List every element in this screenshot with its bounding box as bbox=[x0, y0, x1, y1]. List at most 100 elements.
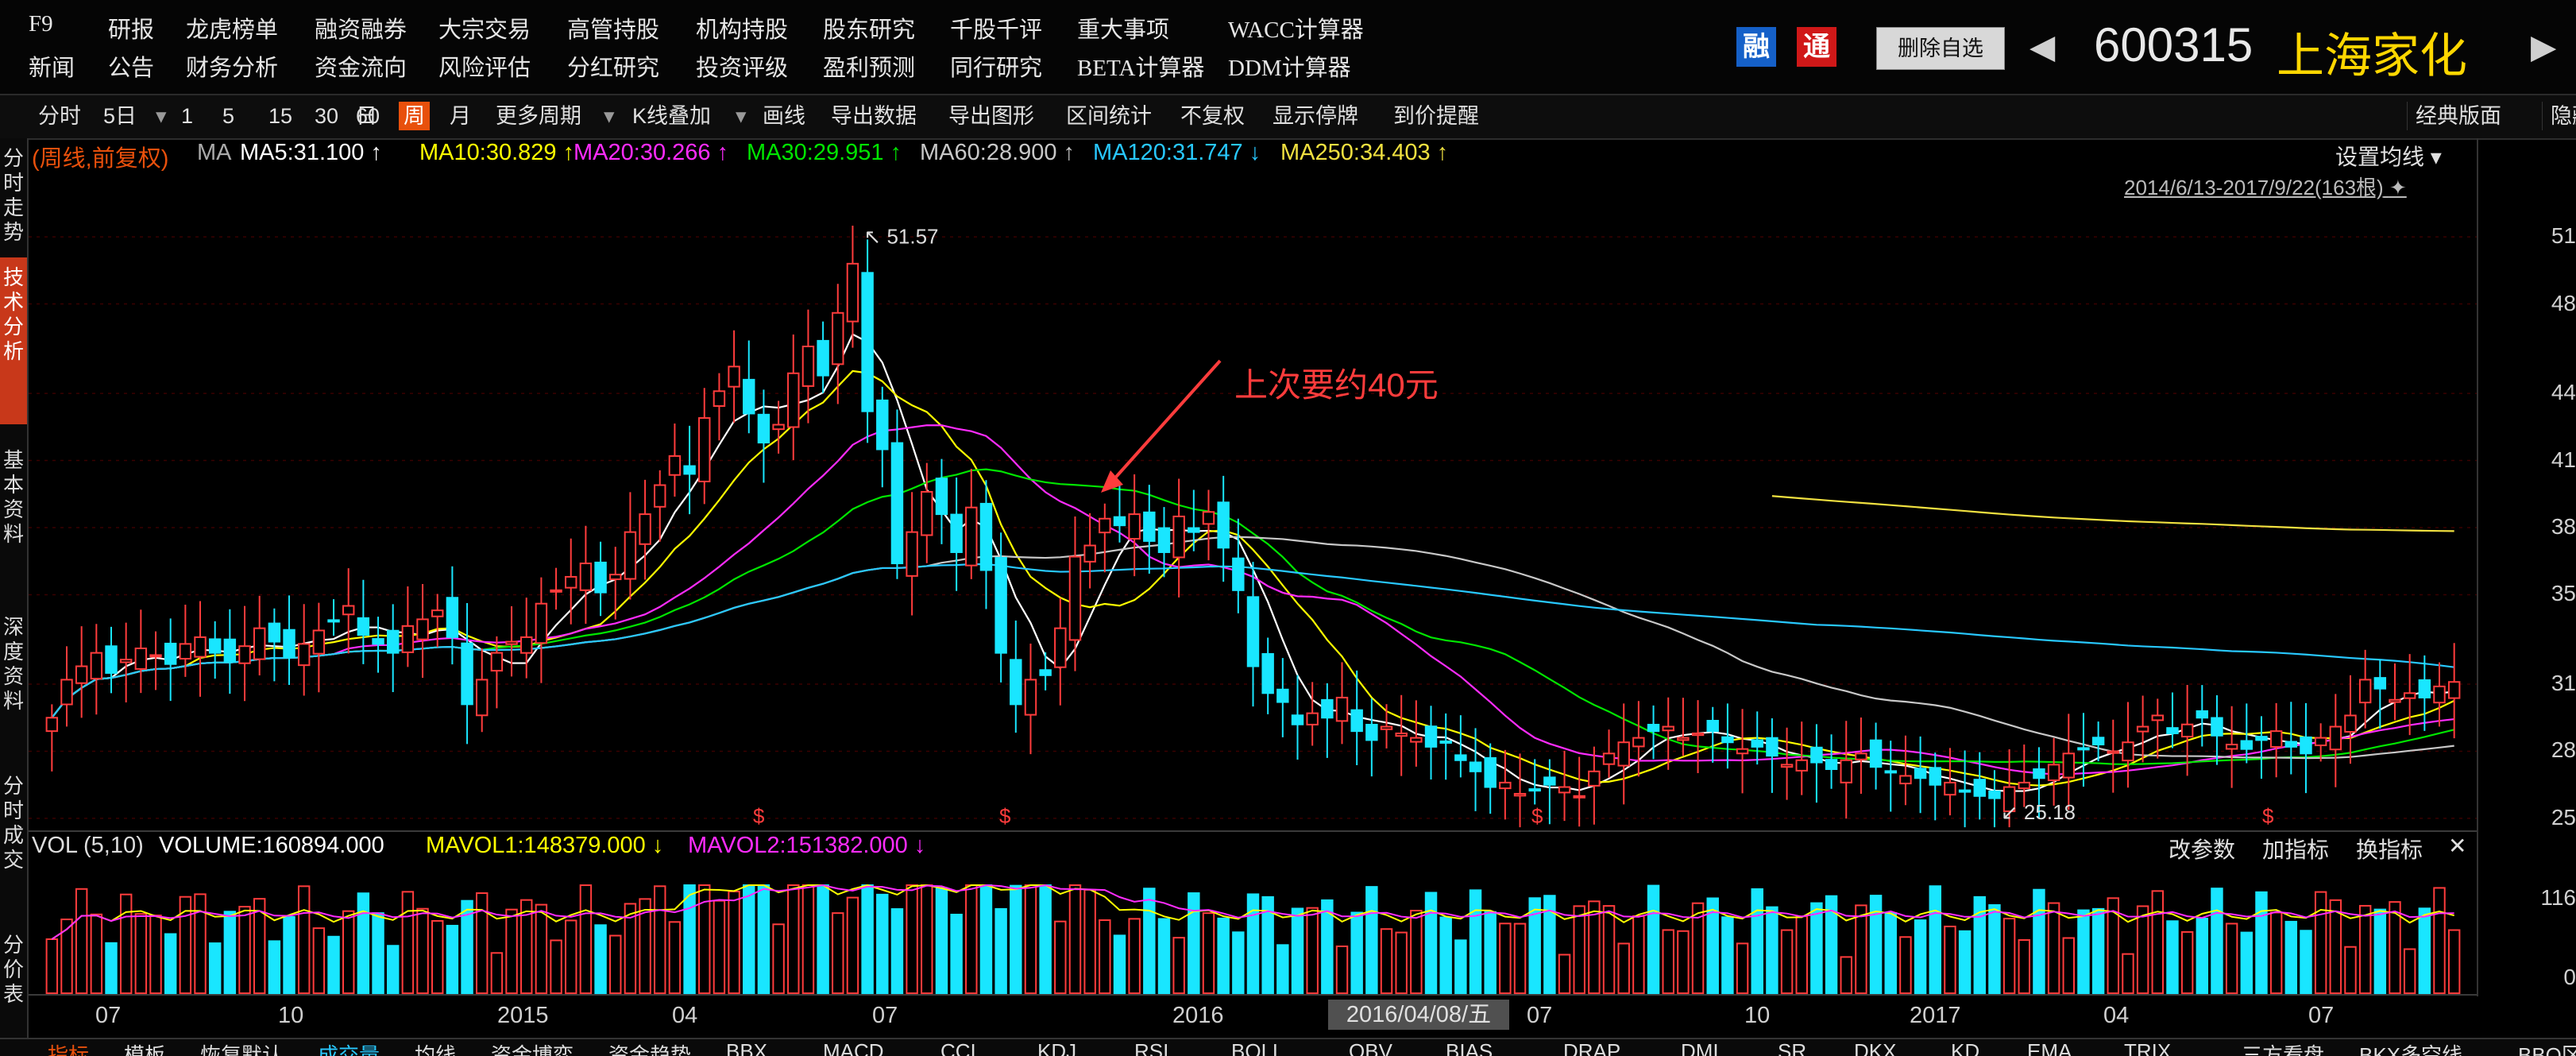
chevron-down-icon[interactable]: ▾ bbox=[736, 104, 747, 128]
indicator-tab[interactable]: MACD bbox=[823, 1039, 884, 1056]
menu-item[interactable]: 股东研究 bbox=[823, 17, 916, 43]
indicator-tab[interactable]: TRIX bbox=[2124, 1039, 2172, 1056]
toolbar-item[interactable]: 30 bbox=[315, 104, 339, 128]
toolbar-item[interactable]: 显示停牌 bbox=[1273, 104, 1358, 128]
indicator-tab[interactable]: 模板 bbox=[124, 1043, 166, 1056]
toolbar-item[interactable]: 到价提醒 bbox=[1393, 104, 1479, 128]
toolbar-item[interactable]: 5 bbox=[222, 104, 235, 128]
menu-item[interactable]: 资金流向 bbox=[315, 56, 407, 81]
margin-trading-badge[interactable]: 融 bbox=[1736, 27, 1776, 67]
indicator-tab[interactable]: CCI bbox=[940, 1039, 976, 1056]
menu-item[interactable]: 高管持股 bbox=[567, 17, 660, 43]
indicator-tab[interactable]: KDJ bbox=[1037, 1039, 1077, 1056]
indicator-tab[interactable]: BIAS bbox=[1446, 1039, 1493, 1056]
sidebar-tab[interactable]: 深度资料 bbox=[2, 615, 24, 713]
indicator-tab[interactable]: BKX多空线 bbox=[2359, 1043, 2463, 1056]
candle-body bbox=[342, 605, 355, 616]
indicator-tab[interactable]: DMI bbox=[1681, 1039, 1719, 1056]
menu-item[interactable]: 投资评级 bbox=[696, 56, 789, 81]
toolbar-item[interactable]: K线叠加 bbox=[632, 104, 712, 128]
toolbar-item[interactable]: 日 bbox=[356, 104, 377, 128]
chevron-down-icon[interactable]: ▾ bbox=[604, 104, 615, 128]
indicator-tab[interactable]: BBQ区间震荡线 bbox=[2518, 1043, 2576, 1056]
menu-item[interactable]: 龙虎榜单 bbox=[186, 17, 279, 43]
indicator-tab[interactable]: RSI bbox=[1134, 1039, 1169, 1056]
indicator-tab[interactable]: 均线 bbox=[415, 1043, 457, 1056]
sidebar-tab[interactable]: 分时走势 bbox=[2, 146, 24, 244]
toolbar-item[interactable]: 月 bbox=[450, 104, 471, 128]
menu-item[interactable]: 研报 bbox=[108, 17, 155, 43]
candle-body bbox=[1795, 759, 1808, 772]
menu-item[interactable]: 千股千评 bbox=[950, 17, 1043, 43]
toolbar-item[interactable]: 不复权 bbox=[1180, 104, 1245, 128]
candle-body bbox=[1424, 725, 1438, 748]
sidebar-tab[interactable]: 分时成交 bbox=[2, 774, 24, 872]
volume-bar bbox=[1217, 917, 1230, 995]
toolbar-item[interactable]: 周 bbox=[399, 102, 430, 130]
indicator-tab[interactable]: KD bbox=[1951, 1039, 1980, 1056]
volume-bar bbox=[119, 893, 133, 994]
close-indicator-icon[interactable]: ✕ bbox=[2448, 834, 2467, 858]
pin-icon[interactable]: ✦ bbox=[2389, 176, 2407, 199]
toolbar-right-item[interactable]: 经典版面 bbox=[2407, 102, 2501, 130]
candle-body bbox=[238, 645, 251, 664]
toolbar-item[interactable]: 区间统计 bbox=[1066, 104, 1152, 128]
menu-item[interactable]: DDM计算器 bbox=[1228, 56, 1351, 81]
indicator-tab[interactable]: 资金趋势 bbox=[608, 1043, 692, 1056]
indicator-tab[interactable]: OBV bbox=[1349, 1039, 1392, 1056]
next-stock-icon[interactable]: ▶ bbox=[2531, 28, 2557, 65]
menu-item[interactable]: WACC计算器 bbox=[1228, 17, 1364, 43]
kline-chart[interactable]: ↖ 51.57 ↙ 25.18 上次要约40元 $ $ $ $ bbox=[29, 138, 2478, 996]
toolbar-item[interactable]: 导出图形 bbox=[948, 104, 1034, 128]
indicator-tab[interactable]: 三方看盘 bbox=[2242, 1043, 2325, 1056]
prev-stock-icon[interactable]: ◀ bbox=[2030, 28, 2056, 65]
candle-body bbox=[772, 424, 785, 431]
menu-item[interactable]: 重大事项 bbox=[1077, 17, 1170, 43]
remove-watchlist-button[interactable]: 删除自选 bbox=[1876, 27, 2005, 70]
sidebar-tab[interactable]: 基本资料 bbox=[2, 448, 24, 546]
toolbar-item[interactable]: 分时 bbox=[38, 104, 81, 128]
toolbar-item[interactable]: 1 bbox=[181, 104, 194, 128]
volume-bar bbox=[1024, 884, 1037, 994]
indicator-tab[interactable]: 资金博弈 bbox=[491, 1043, 574, 1056]
change-params-button[interactable]: 改参数 bbox=[2169, 837, 2236, 862]
indicator-tab[interactable]: SR bbox=[1778, 1039, 1807, 1056]
toolbar-item[interactable]: 15 bbox=[268, 104, 293, 128]
menu-item[interactable]: 公告 bbox=[108, 56, 155, 81]
indicator-tab[interactable]: 成交量 bbox=[318, 1043, 380, 1056]
toolbar-item[interactable]: 导出数据 bbox=[831, 104, 917, 128]
toolbar-item[interactable]: 60 bbox=[356, 104, 380, 128]
chevron-down-icon[interactable]: ▾ bbox=[156, 104, 167, 128]
menu-item[interactable]: 融资融券 bbox=[315, 17, 407, 43]
volume-bar bbox=[1528, 897, 1541, 995]
candle-body bbox=[1706, 720, 1719, 733]
menu-item[interactable]: F9 bbox=[29, 11, 53, 37]
indicator-tab[interactable]: DKX bbox=[1854, 1039, 1897, 1056]
menu-item[interactable]: 新闻 bbox=[29, 56, 75, 81]
toolbar-right-item[interactable]: 隐藏 bbox=[2542, 102, 2576, 130]
menu-item[interactable]: 分红研究 bbox=[567, 56, 660, 81]
volume-bar bbox=[2062, 937, 2075, 995]
add-indicator-button[interactable]: 加指标 bbox=[2262, 837, 2330, 862]
menu-item[interactable]: 盈利预测 bbox=[823, 56, 916, 81]
toolbar-item[interactable]: 画线 bbox=[763, 104, 805, 128]
sidebar-tab[interactable]: 技术分析 bbox=[0, 257, 27, 424]
menu-item[interactable]: 大宗交易 bbox=[438, 17, 531, 43]
menu-item[interactable]: 财务分析 bbox=[186, 56, 279, 81]
menu-item[interactable]: 同行研究 bbox=[950, 56, 1043, 81]
set-ma-button[interactable]: 设置均线 ▾ bbox=[2335, 145, 2442, 169]
menu-item[interactable]: 风险评估 bbox=[438, 56, 531, 81]
menu-item[interactable]: 机构持股 bbox=[696, 17, 789, 43]
connect-badge[interactable]: 通 bbox=[1797, 27, 1836, 67]
indicator-tab[interactable]: BBX bbox=[726, 1039, 768, 1056]
menu-item[interactable]: BETA计算器 bbox=[1077, 56, 1205, 81]
toolbar-item[interactable]: 更多周期 bbox=[496, 104, 581, 128]
switch-indicator-button[interactable]: 换指标 bbox=[2356, 837, 2423, 862]
indicator-tab[interactable]: 恢复默认 bbox=[200, 1043, 284, 1056]
sidebar-tab[interactable]: 分价表 bbox=[2, 933, 24, 1006]
toolbar-item[interactable]: 5日 bbox=[103, 104, 137, 128]
indicator-tab[interactable]: DRAP bbox=[1563, 1039, 1621, 1056]
indicator-tab[interactable]: 指标 bbox=[48, 1043, 90, 1056]
indicator-tab[interactable]: EMA bbox=[2027, 1039, 2072, 1056]
indicator-tab[interactable]: BOLL bbox=[1231, 1039, 1284, 1056]
